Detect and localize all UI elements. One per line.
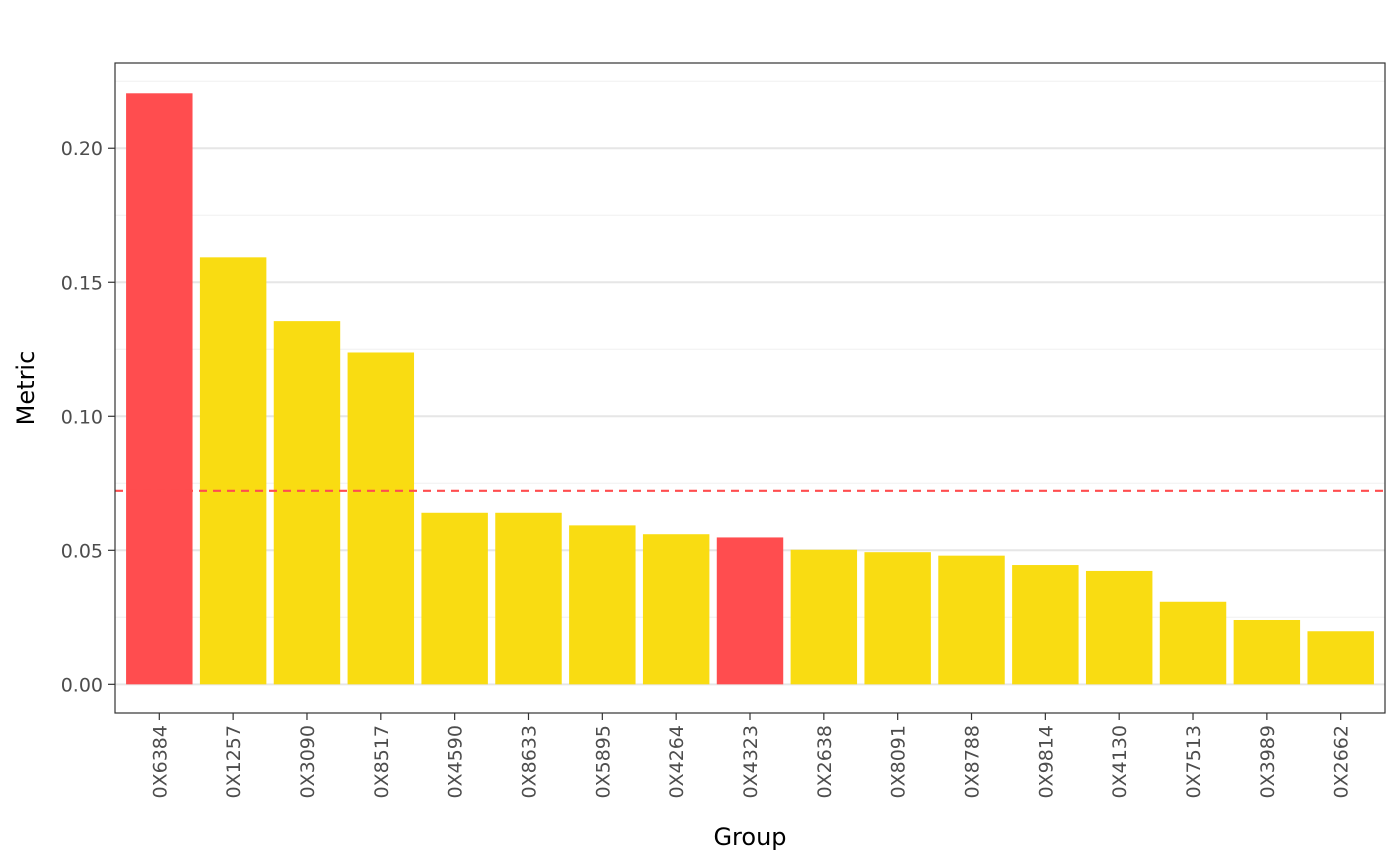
bar-0x4264 [642, 534, 710, 685]
bar-0x2638 [790, 549, 858, 685]
x-tick-label: 0X4264 [666, 725, 688, 798]
x-tick-label: 0X4323 [740, 725, 762, 798]
x-tick-label: 0X8788 [962, 725, 984, 798]
bar-0x8091 [864, 552, 931, 685]
x-tick-label: 0X1257 [223, 725, 245, 798]
bar-0x4590 [421, 512, 488, 685]
x-axis: 0X6384 0X1257 0X3090 0X8517 0X4590 0X8633 0X58… [149, 713, 1353, 798]
x-axis-title: Group [713, 823, 786, 851]
bar-0x6384 [126, 93, 193, 685]
bar-0x3989 [1233, 619, 1301, 685]
x-tick-label: 0X8633 [518, 725, 540, 798]
x-tick-label: 0X8517 [371, 725, 393, 798]
bar-0x7513 [1159, 601, 1227, 685]
x-tick-label: 0X3989 [1257, 725, 1279, 798]
x-tick-label: 0X9814 [1035, 725, 1057, 798]
x-tick-label: 0X7513 [1183, 725, 1205, 798]
y-tick-label: 0.20 [61, 138, 103, 160]
bar-0x8788 [938, 555, 1005, 685]
y-tick-label: 0.10 [61, 406, 103, 428]
bar-0x4130 [1085, 570, 1153, 685]
y-axis-title: Metric [12, 351, 40, 426]
bars-layer [126, 93, 1374, 685]
x-tick-label: 0X5895 [592, 725, 614, 798]
x-tick-label: 0X2662 [1331, 725, 1353, 798]
y-tick-label: 0.00 [61, 674, 103, 696]
bar-0x4323 [716, 537, 784, 685]
bar-0x5895 [569, 525, 636, 685]
bar-0x9814 [1012, 565, 1079, 685]
bar-0x8633 [495, 512, 562, 685]
bar-0x1257 [199, 257, 267, 685]
x-tick-label: 0X3090 [297, 725, 319, 798]
y-tick-label: 0.05 [61, 540, 103, 562]
bar-0x8517 [347, 352, 415, 685]
x-tick-label: 0X6384 [149, 725, 171, 798]
x-tick-label: 0X4130 [1109, 725, 1131, 798]
x-tick-label: 0X2638 [814, 725, 836, 798]
x-tick-label: 0X8091 [888, 725, 910, 798]
bar-0x3090 [273, 321, 341, 685]
bar-0x2662 [1307, 631, 1374, 685]
y-tick-label: 0.15 [61, 272, 103, 294]
y-axis: 0.00 0.05 0.10 0.15 0.20 [61, 138, 115, 696]
x-tick-label: 0X4590 [445, 725, 467, 798]
